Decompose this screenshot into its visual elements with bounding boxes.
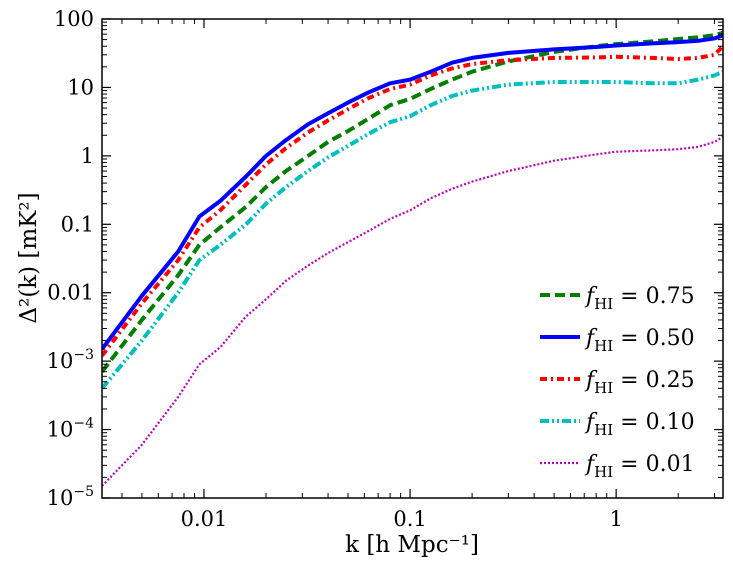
x-axis-label: k [h Mpc⁻¹] <box>345 532 479 558</box>
y-tick-label: 10−5 <box>47 484 94 510</box>
series-layer <box>102 30 723 487</box>
series-line-4 <box>102 135 723 487</box>
x-tick-label: 1 <box>609 507 622 531</box>
x-tick-label: 0.1 <box>393 507 426 531</box>
y-tick-label: 10−4 <box>47 416 94 442</box>
plot-frame <box>101 18 724 499</box>
y-tick-label: 10 <box>67 75 94 99</box>
series-line-1 <box>102 33 723 351</box>
legend: fHI = 0.75 fHI = 0.50 fHI = 0.25 fHI = 0.10… <box>540 284 695 481</box>
x-tick-label: 0.01 <box>181 507 228 531</box>
tick-layer: 10−5 10−4 10−3 0.01 0.1 1 10 100 0.01 0.1 1 <box>47 7 723 531</box>
series-line-3 <box>102 69 723 390</box>
y-tick-label: 100 <box>54 7 94 31</box>
legend-label-4: fHI = 0.01 <box>584 452 695 481</box>
legend-label-2: fHI = 0.25 <box>584 368 695 397</box>
y-tick-label: 0.01 <box>47 281 94 305</box>
legend-label-3: fHI = 0.10 <box>584 410 695 439</box>
legend-label-1: fHI = 0.50 <box>584 326 695 355</box>
y-axis-label: Δ²(k) [mK²] <box>16 192 42 323</box>
series-line-2 <box>102 44 723 357</box>
y-tick-label: 10−3 <box>47 347 94 373</box>
y-tick-label: 1 <box>81 144 94 168</box>
legend-label-0: fHI = 0.75 <box>584 284 695 313</box>
y-tick-label: 0.1 <box>61 212 94 236</box>
